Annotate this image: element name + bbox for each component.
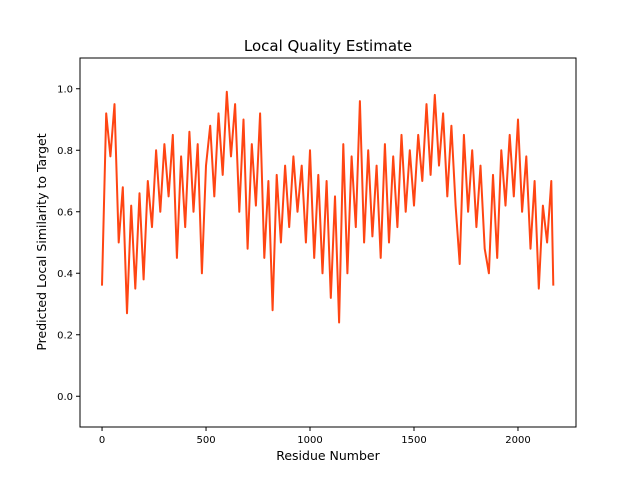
x-axis: 0 500 1000 1500 2000: [99, 427, 531, 446]
chart-title: Local Quality Estimate: [244, 37, 412, 55]
plot-frame: [79, 57, 577, 428]
y-axis-label: Predicted Local Similarity to Target: [34, 133, 49, 350]
x-tick-label: 1000: [297, 435, 322, 446]
y-tick-label: 0.0: [57, 392, 73, 403]
y-axis: 0.0 0.2 0.4 0.6 0.8 1.0: [57, 84, 80, 403]
x-axis-label: Residue Number: [276, 448, 380, 463]
x-tick-label: 1500: [401, 435, 426, 446]
y-tick-label: 0.8: [57, 146, 73, 157]
y-tick-label: 0.4: [57, 269, 73, 280]
data-series: [101, 90, 555, 324]
y-tick-label: 1.0: [57, 84, 73, 95]
x-tick-label: 500: [196, 435, 215, 446]
y-tick-label: 0.6: [57, 207, 73, 218]
y-tick-label: 0.2: [57, 330, 73, 341]
x-tick-label: 0: [99, 435, 105, 446]
x-tick-label: 2000: [505, 435, 530, 446]
series-line-0: [101, 90, 555, 324]
